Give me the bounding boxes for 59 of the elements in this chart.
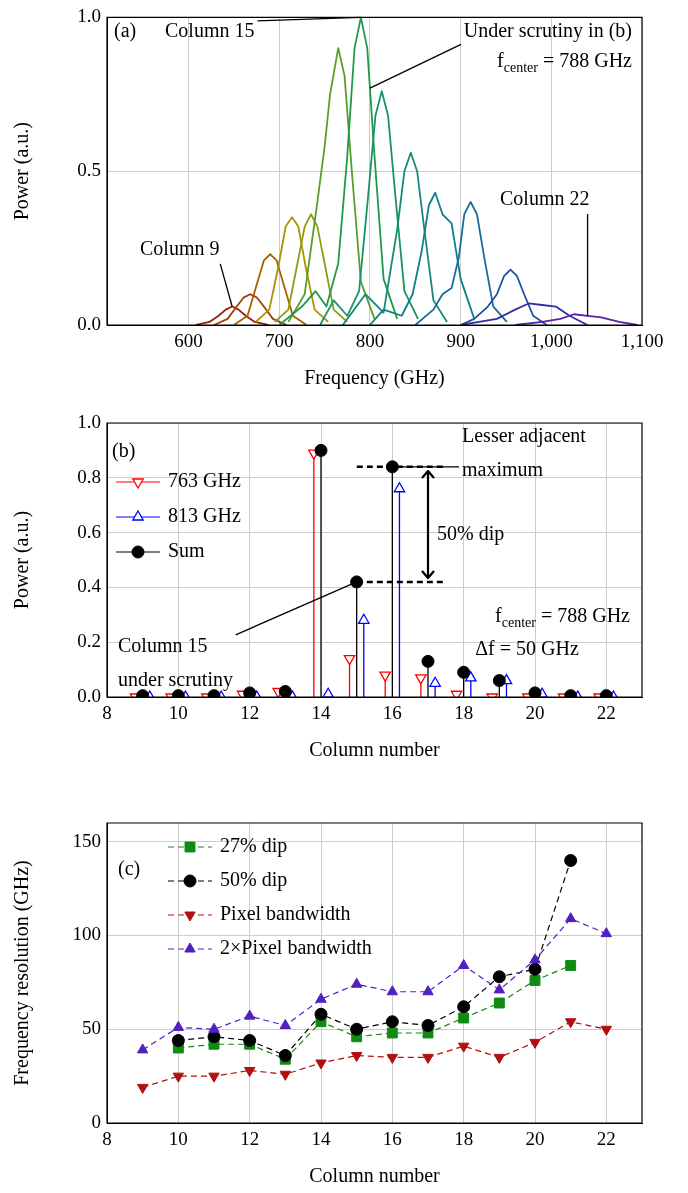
x-tick-label: 16 (382, 1128, 402, 1150)
y-tick-label: 100 (72, 923, 101, 945)
x-tick-label: 20 (525, 1128, 545, 1150)
y-tick-label: 0.0 (77, 312, 101, 334)
annotation: 50% dip (437, 522, 505, 546)
x-tick-label: 800 (355, 330, 385, 352)
annotation: (c) (118, 857, 141, 881)
x-tick-label: 10 (168, 702, 188, 724)
y-tick-label: 0 (91, 1110, 101, 1132)
legend-label: 50% dip (220, 868, 288, 892)
annotation: (a) (114, 19, 137, 43)
annotation: Δf = 50 GHz (475, 637, 579, 660)
y-tick-label: 150 (72, 829, 101, 851)
y-tick-label: 0.4 (77, 575, 102, 597)
x-tick-label: 8 (102, 1128, 112, 1150)
x-axis-title: Column number (309, 738, 441, 761)
x-tick-label: 10 (168, 1128, 188, 1150)
x-tick-label: 18 (454, 702, 474, 724)
x-axis-title: Frequency (GHz) (304, 366, 445, 390)
legend-label: Sum (168, 539, 206, 562)
annotation: (b) (112, 439, 136, 463)
annotation: Under scrutiny in (b) (463, 19, 633, 43)
legend-label: 813 GHz (168, 504, 241, 527)
y-tick-label: 0.8 (77, 465, 101, 487)
y-tick-label: 50 (82, 1017, 101, 1039)
annotation: Lesser adjacent maximum (462, 424, 587, 481)
legend-label: 27% dip (220, 834, 288, 858)
y-tick-label: 0.6 (77, 520, 101, 542)
y-axis-title: Frequency resolution (GHz) (10, 860, 34, 1086)
x-tick-label: 14 (311, 702, 331, 724)
x-tick-label: 600 (174, 330, 203, 352)
x-tick-label: 22 (596, 702, 616, 724)
x-tick-label: 22 (596, 1128, 616, 1150)
y-axis-title: Power (a.u.) (10, 510, 34, 610)
annotation: Column 15 (165, 19, 255, 42)
x-tick-label: 12 (240, 702, 260, 724)
x-tick-label: 8 (102, 702, 112, 724)
x-tick-label: 1,100 (620, 330, 664, 352)
x-tick-label: 700 (265, 330, 294, 352)
y-axis-title: Power (a.u.) (10, 122, 34, 221)
x-tick-label: 14 (311, 1128, 331, 1150)
x-tick-label: 12 (240, 1128, 260, 1150)
legend-label: 2×Pixel bandwidth (220, 936, 372, 959)
x-tick-label: 900 (446, 330, 475, 352)
legend-label: Pixel bandwidth (220, 902, 351, 925)
y-tick-label: 1.0 (77, 410, 101, 432)
x-tick-label: 20 (525, 702, 545, 724)
x-tick-label: 16 (382, 702, 402, 724)
annotation: Column 22 (500, 187, 590, 210)
annotation: Column 15 under scrutiny (118, 634, 233, 692)
annotation: Column 9 (140, 237, 220, 260)
x-axis-title: Column number (309, 1164, 441, 1187)
x-tick-label: 18 (454, 1128, 474, 1150)
x-tick-label: 1,000 (529, 330, 573, 352)
y-tick-label: 1.0 (77, 5, 101, 27)
y-tick-label: 0.2 (77, 630, 101, 652)
y-tick-label: 0.5 (77, 159, 101, 181)
legend-label: 763 GHz (168, 469, 241, 492)
y-tick-label: 0.0 (77, 684, 101, 706)
